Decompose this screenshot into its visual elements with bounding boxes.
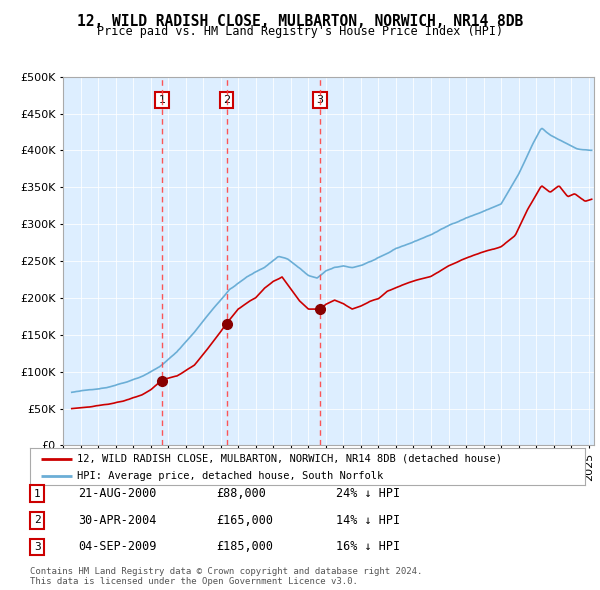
Text: 1: 1 bbox=[34, 489, 41, 499]
Text: £165,000: £165,000 bbox=[216, 514, 273, 527]
Text: 04-SEP-2009: 04-SEP-2009 bbox=[78, 540, 157, 553]
Text: Contains HM Land Registry data © Crown copyright and database right 2024.: Contains HM Land Registry data © Crown c… bbox=[30, 568, 422, 576]
Text: 3: 3 bbox=[317, 95, 323, 105]
Text: HPI: Average price, detached house, South Norfolk: HPI: Average price, detached house, Sout… bbox=[77, 471, 383, 481]
Text: 16% ↓ HPI: 16% ↓ HPI bbox=[336, 540, 400, 553]
Text: 30-APR-2004: 30-APR-2004 bbox=[78, 514, 157, 527]
Text: 12, WILD RADISH CLOSE, MULBARTON, NORWICH, NR14 8DB: 12, WILD RADISH CLOSE, MULBARTON, NORWIC… bbox=[77, 14, 523, 28]
Text: 2: 2 bbox=[223, 95, 230, 105]
Text: 14% ↓ HPI: 14% ↓ HPI bbox=[336, 514, 400, 527]
Text: 24% ↓ HPI: 24% ↓ HPI bbox=[336, 487, 400, 500]
Text: 21-AUG-2000: 21-AUG-2000 bbox=[78, 487, 157, 500]
Text: £185,000: £185,000 bbox=[216, 540, 273, 553]
Text: £88,000: £88,000 bbox=[216, 487, 266, 500]
Text: 2: 2 bbox=[34, 516, 41, 525]
Text: This data is licensed under the Open Government Licence v3.0.: This data is licensed under the Open Gov… bbox=[30, 577, 358, 586]
Text: 3: 3 bbox=[34, 542, 41, 552]
Text: 1: 1 bbox=[158, 95, 166, 105]
Text: 12, WILD RADISH CLOSE, MULBARTON, NORWICH, NR14 8DB (detached house): 12, WILD RADISH CLOSE, MULBARTON, NORWIC… bbox=[77, 454, 502, 464]
Text: Price paid vs. HM Land Registry's House Price Index (HPI): Price paid vs. HM Land Registry's House … bbox=[97, 25, 503, 38]
